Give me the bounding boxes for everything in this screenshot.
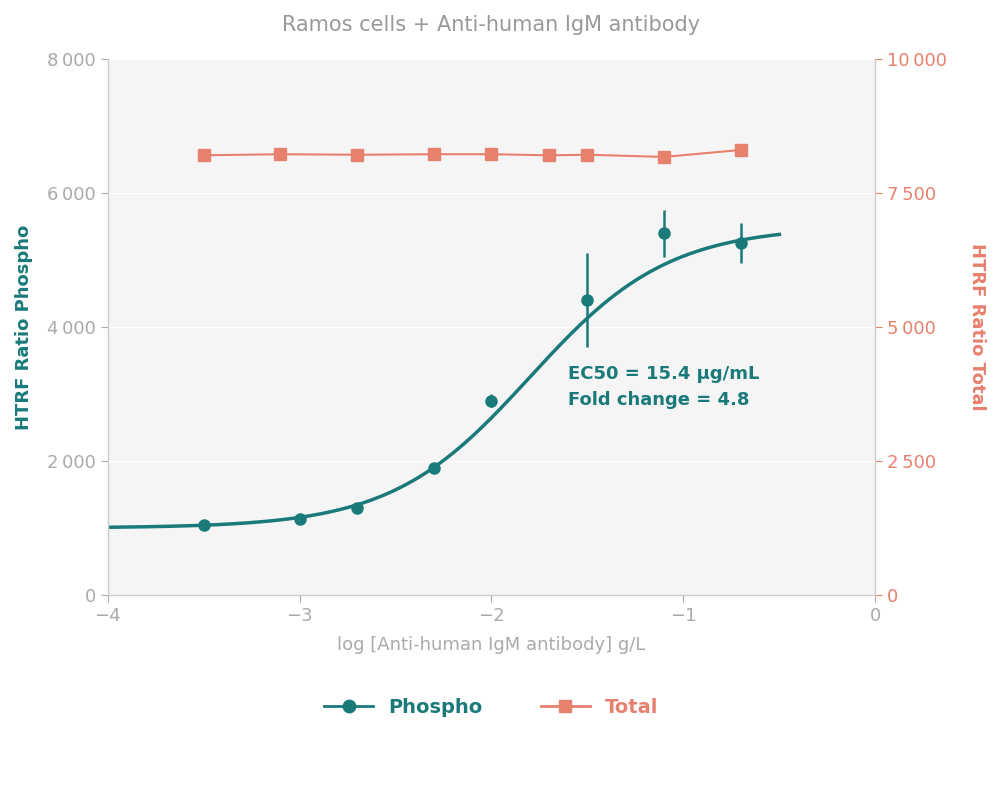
Line: Total: Total [197,143,748,163]
Total [735,145,747,155]
Y-axis label: HTRF Ratio Phospho: HTRF Ratio Phospho [15,224,33,429]
Total [274,150,286,159]
Total [485,150,497,159]
Total [197,151,209,160]
Total [427,150,439,159]
Total [582,150,594,159]
Y-axis label: HTRF Ratio Total: HTRF Ratio Total [968,243,986,411]
Total [351,150,363,159]
Total [544,151,556,160]
Legend: Phospho, Total: Phospho, Total [316,690,667,725]
Title: Ramos cells + Anti-human IgM antibody: Ramos cells + Anti-human IgM antibody [282,15,701,35]
Text: EC50 = 15.4 μg/mL
Fold change = 4.8: EC50 = 15.4 μg/mL Fold change = 4.8 [569,365,760,409]
X-axis label: log [Anti-human IgM antibody] g/L: log [Anti-human IgM antibody] g/L [337,636,646,654]
Total [659,152,671,162]
